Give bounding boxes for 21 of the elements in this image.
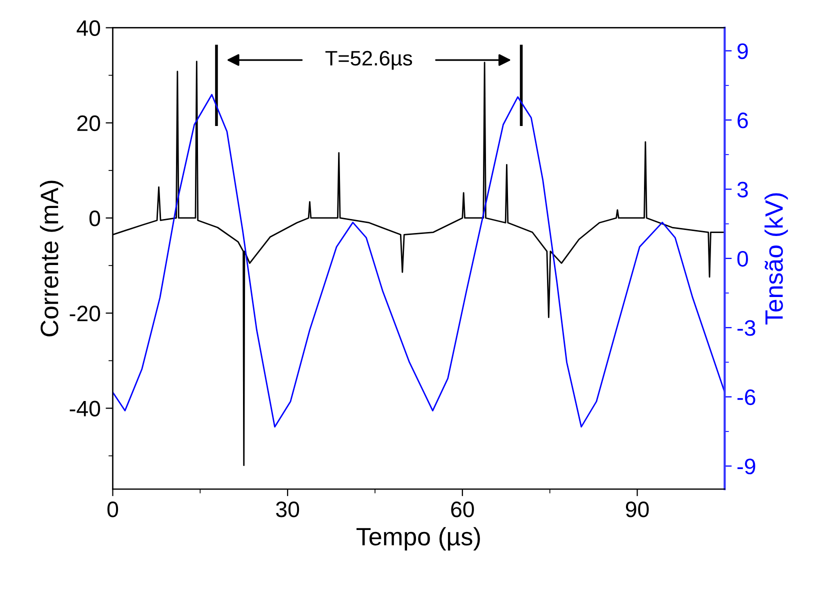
y2-tick-label: -3	[737, 320, 756, 336]
y2-tick-label: -6	[737, 389, 756, 406]
x-tick-label: 30	[276, 502, 300, 518]
y-tick-label: 40	[76, 20, 100, 36]
annotation: T=52.6µs	[325, 50, 412, 70]
x-tick-label: 90	[626, 502, 649, 518]
y-tick-label: 0	[89, 210, 100, 226]
x-tick-label: 60	[451, 502, 474, 518]
y-tick-label: -20	[70, 306, 100, 322]
y2-tick-label: 3	[737, 182, 748, 198]
y-tick-label: 20	[77, 115, 100, 132]
y-tick-label: -40	[70, 400, 100, 417]
x-tick-label: 0	[107, 502, 118, 518]
y2-tick-label: 0	[737, 250, 748, 267]
y2-tick-label: -9	[737, 458, 756, 474]
x-axis-title: Tempo (µs)	[356, 527, 480, 550]
line-series	[112, 94, 725, 428]
y2-tick-label: 9	[738, 43, 748, 60]
y-axis-title: Corrente (mA)	[40, 180, 64, 336]
y2-tick-label: 6	[738, 112, 748, 128]
y2-axis-title: Tensão (kV)	[764, 193, 788, 325]
